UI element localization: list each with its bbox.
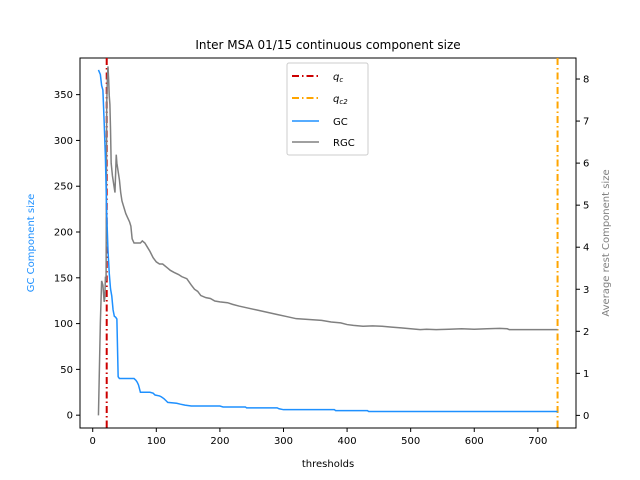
right-tick-label: 0	[583, 411, 589, 422]
left-tick-label: 150	[54, 273, 73, 284]
right-tick-label: 2	[583, 327, 589, 338]
x-tick-label: 700	[528, 436, 547, 447]
right-tick-label: 3	[583, 285, 589, 296]
legend-box	[286, 62, 369, 156]
gc-series-line	[97, 69, 558, 413]
left-tick-label: 200	[54, 228, 73, 239]
left-axis-ticks: 0 50 100 150 200 250 300 350	[54, 90, 80, 422]
x-tick-label: 500	[401, 436, 420, 447]
legend-qc2-label: qc2	[333, 94, 348, 106]
right-tick-label: 7	[583, 117, 589, 128]
left-tick-label: 50	[60, 365, 73, 376]
legend-rgc-label: RGC	[333, 138, 355, 149]
x-tick-label: 600	[465, 436, 484, 447]
x-tick-label: 0	[90, 436, 96, 447]
left-tick-label: 250	[54, 182, 73, 193]
left-tick-label: 350	[54, 90, 73, 101]
left-tick-label: 0	[67, 411, 73, 422]
right-tick-label: 6	[583, 159, 589, 170]
x-axis-ticks: 0 100 200 300 400 500 600 700	[90, 428, 547, 447]
x-tick-label: 300	[274, 436, 293, 447]
x-tick-label: 100	[147, 436, 166, 447]
rgc-series-line	[97, 66, 558, 416]
x-axis-label: thresholds	[302, 459, 354, 470]
right-tick-label: 5	[583, 201, 589, 212]
x-tick-label: 400	[338, 436, 357, 447]
right-tick-label: 4	[583, 243, 589, 254]
plot-frame	[79, 57, 577, 429]
x-tick-label: 200	[210, 436, 229, 447]
right-axis-label: Average rest Component size	[601, 169, 612, 316]
left-axis-label: GC Component size	[26, 194, 37, 293]
right-tick-label: 8	[583, 75, 589, 86]
right-axis-ticks: 0 1 2 3 4 5 6 7 8	[576, 75, 589, 422]
chart-title: Inter MSA 01/15 continuous component siz…	[195, 38, 460, 52]
legend-qc-label: qc	[333, 72, 343, 84]
right-tick-label: 1	[583, 369, 589, 380]
legend-gc-label: GC	[333, 117, 348, 128]
left-tick-label: 100	[54, 319, 73, 330]
left-tick-label: 300	[54, 136, 73, 147]
legend: qc qc2 GC RGC	[286, 62, 369, 156]
